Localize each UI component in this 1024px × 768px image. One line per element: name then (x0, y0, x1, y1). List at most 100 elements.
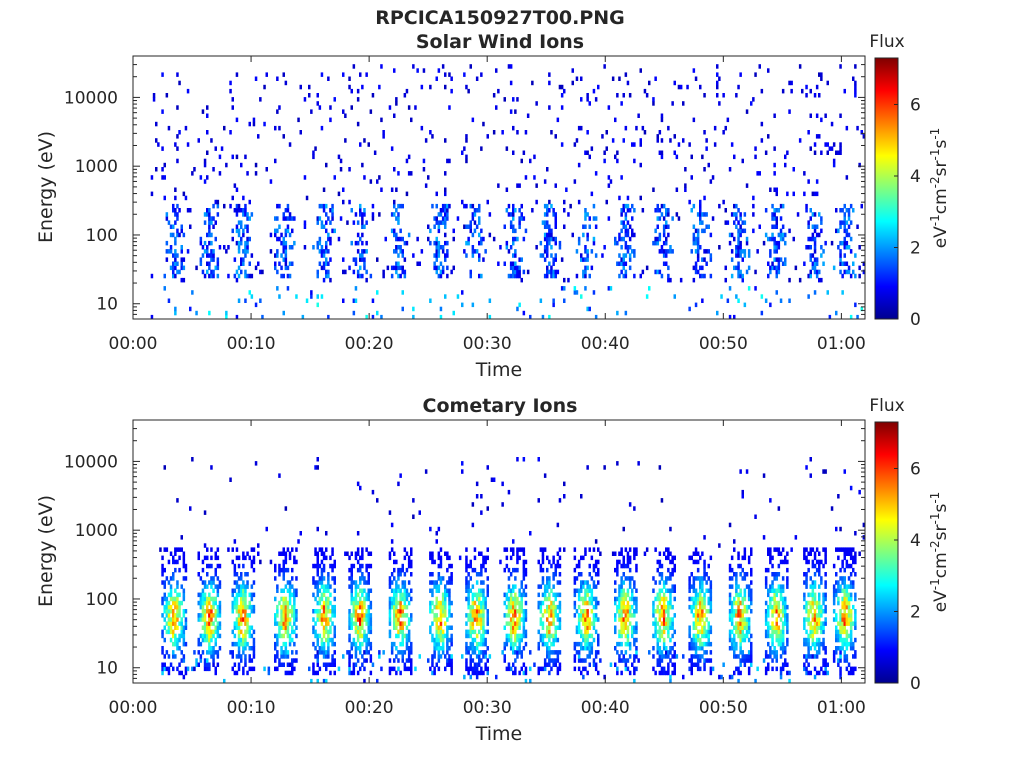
spectrogram-cell (322, 650, 326, 655)
spectrogram-cell (522, 670, 526, 676)
spectrogram-cell (586, 93, 589, 98)
spectrogram-cell (437, 588, 441, 593)
spectrogram-cell (696, 236, 700, 242)
spectrogram-cell (480, 580, 483, 585)
spectrogram-cell (730, 212, 734, 217)
spectrogram-cell (469, 633, 472, 639)
spectrogram-cell (356, 670, 360, 676)
spectrogram-cell (167, 580, 171, 585)
spectrogram-cell (237, 650, 241, 655)
spectrogram-cell (809, 253, 812, 258)
spectrogram-cell (673, 596, 676, 602)
spectrogram-cell (716, 80, 719, 86)
spectrogram-cell (546, 617, 549, 622)
spectrogram-cell (195, 662, 198, 667)
spectrogram-cell (210, 604, 213, 610)
spectrogram-cell (180, 670, 183, 676)
spectrogram-cell (214, 637, 217, 643)
spectrogram-cell (444, 588, 447, 593)
spectrogram-cell (244, 588, 247, 593)
spectrogram-cell (276, 666, 279, 672)
spectrogram-cell (482, 625, 485, 630)
spectrogram-cell (815, 179, 819, 184)
panel-title: Solar Wind Ions (416, 31, 584, 53)
spectrogram-cell (350, 621, 353, 626)
spectrogram-cell (178, 670, 181, 676)
spectrogram-cell (163, 666, 166, 672)
spectrogram-cell (692, 584, 696, 589)
spectrogram-cell (548, 236, 551, 242)
spectrogram-cell (161, 633, 164, 639)
spectrogram-cell (288, 273, 292, 279)
spectrogram-cell (660, 629, 664, 635)
spectrogram-cell (367, 613, 370, 618)
spectrogram-cell (250, 633, 254, 639)
spectrogram-cell (318, 105, 322, 110)
spectrogram-cell (656, 240, 659, 246)
spectrogram-cell (199, 633, 203, 639)
spectrogram-cell (208, 637, 211, 643)
spectrogram-cell (660, 604, 664, 610)
spectrogram-cell (620, 208, 623, 213)
spectrogram-cell (361, 162, 364, 168)
spectrogram-cell (237, 637, 241, 643)
spectrogram-cell (197, 551, 200, 556)
spectrogram-cell (433, 216, 436, 221)
spectrogram-cell (354, 298, 358, 303)
spectrogram-cell (516, 457, 519, 462)
spectrogram-cell (843, 236, 846, 242)
spectrogram-cell (631, 613, 634, 618)
spectrogram-cell (399, 245, 402, 250)
spectrogram-cell (762, 240, 766, 246)
spectrogram-cell (176, 584, 179, 589)
spectrogram-cell (703, 625, 706, 630)
spectrogram-cell (692, 654, 696, 659)
spectrogram-cell (478, 621, 481, 626)
spectrogram-cell (201, 633, 205, 639)
spectrogram-cell (195, 310, 198, 316)
spectrogram-cell (563, 547, 566, 552)
spectrogram-cell (501, 502, 504, 507)
spectrogram-cell (773, 588, 776, 593)
spectrogram-cell (628, 670, 632, 676)
spectrogram-cell (478, 203, 481, 209)
spectrogram-cell (705, 641, 708, 647)
spectrogram-cell (631, 576, 634, 581)
spectrogram-cell (735, 212, 738, 217)
spectrogram-cell (509, 265, 513, 271)
spectrogram-cell (435, 604, 438, 610)
spectrogram-cell (813, 93, 817, 98)
spectrogram-cell (563, 286, 566, 291)
spectrogram-cell (520, 584, 523, 589)
spectrogram-cell (429, 526, 432, 532)
spectrogram-cell (244, 212, 247, 217)
spectrogram-cell (588, 617, 591, 622)
spectrogram-cell (692, 277, 696, 283)
spectrogram-cell (730, 257, 734, 262)
spectrogram-cell (735, 216, 738, 221)
colorbar-tick-label: 4 (910, 167, 921, 187)
spectrogram-cell (862, 134, 866, 139)
spectrogram-cell (395, 232, 398, 238)
spectrogram-cell (284, 232, 288, 238)
spectrogram-cell (692, 68, 696, 73)
spectrogram-cell (172, 261, 175, 266)
spectrogram-cell (741, 228, 744, 234)
spectrogram-cell (405, 567, 409, 573)
spectrogram-cell (325, 162, 328, 168)
spectrogram-cell (509, 609, 513, 614)
spectrogram-cell (488, 212, 492, 217)
spectrogram-cell (410, 617, 413, 622)
spectrogram-cell (524, 228, 528, 234)
spectrogram-cell (728, 522, 732, 528)
spectrogram-cell (667, 208, 670, 213)
spectrogram-cell (735, 621, 738, 626)
spectrogram-cell (182, 588, 186, 593)
spectrogram-cell (282, 273, 285, 279)
spectrogram-cell (584, 621, 587, 626)
spectrogram-cell (582, 621, 585, 626)
spectrogram-cell (320, 220, 324, 225)
spectrogram-cell (257, 134, 260, 139)
spectrogram-cell (552, 298, 555, 303)
spectrogram-cell (656, 224, 659, 229)
